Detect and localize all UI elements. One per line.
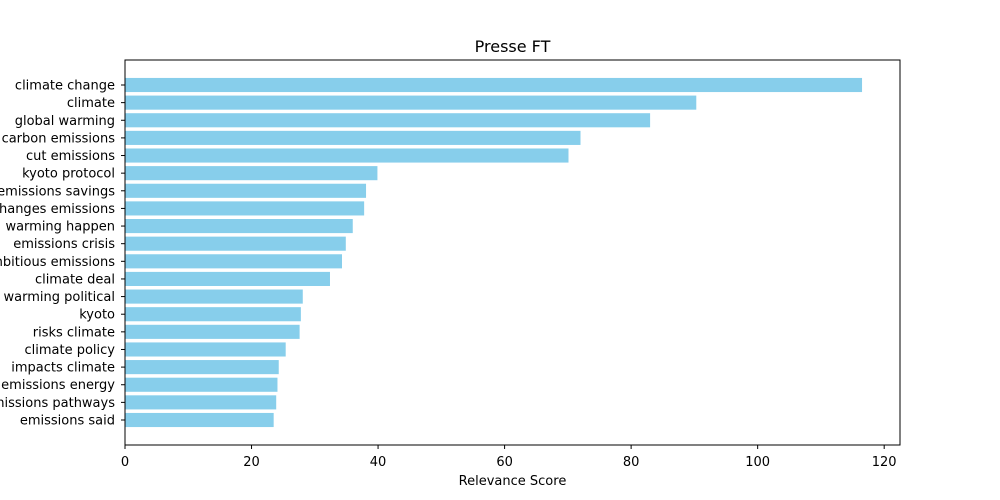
y-tick-label: ambitious emissions	[0, 255, 115, 270]
bar	[125, 289, 303, 304]
y-tick-label: changes emissions	[0, 202, 115, 217]
y-tick-label: climate change	[15, 79, 115, 94]
x-tick-label: 60	[496, 455, 513, 470]
x-axis-label: Relevance Score	[459, 474, 567, 489]
y-tick-label: emissions pathways	[0, 396, 115, 411]
y-tick-label: cut emissions	[26, 149, 115, 164]
y-tick-label: emissions said	[20, 414, 115, 429]
bar	[125, 77, 863, 93]
bar	[125, 360, 279, 375]
bar	[125, 113, 651, 128]
bar	[125, 219, 353, 234]
bar	[125, 254, 342, 269]
y-tick-label: climate	[67, 96, 115, 111]
bars-group	[125, 77, 863, 428]
y-tick-label: risks climate	[33, 325, 115, 340]
bar	[125, 95, 697, 110]
x-tick-label: 40	[370, 455, 387, 470]
bar	[125, 130, 581, 145]
y-tick-label: climate policy	[25, 343, 116, 358]
bar	[125, 412, 274, 428]
y-tick-label: carbon emissions	[2, 131, 116, 146]
bar	[125, 307, 301, 322]
y-tick-label: warming happen	[5, 220, 115, 235]
x-tick-label: 80	[623, 455, 640, 470]
x-tick-label: 20	[243, 455, 260, 470]
bar	[125, 148, 569, 163]
x-tick-label: 0	[121, 455, 129, 470]
y-tick-label: global warming	[15, 114, 115, 129]
bar	[125, 166, 378, 181]
bar	[125, 377, 278, 392]
plot-frame	[124, 59, 901, 446]
y-tick-label: impacts climate	[11, 361, 115, 376]
x-axis: 0 20 40 60 80 100 120	[121, 445, 897, 470]
bar	[125, 201, 365, 216]
y-tick-label: kyoto	[79, 308, 115, 323]
bar	[125, 236, 346, 251]
x-tick-label: 100	[745, 455, 770, 470]
bar	[125, 324, 300, 339]
bar	[125, 271, 330, 286]
bar	[125, 183, 367, 198]
y-axis: climate change climate global warming carbo…	[0, 79, 125, 429]
y-tick-label: warming political	[4, 290, 115, 305]
bar	[125, 342, 286, 357]
x-tick-label: 120	[872, 455, 897, 470]
y-tick-label: emissions energy	[1, 378, 115, 393]
y-tick-label: emissions crisis	[13, 237, 115, 252]
bar	[125, 395, 277, 410]
y-tick-label: climate deal	[35, 272, 115, 287]
chart-title: Presse FT	[475, 37, 551, 56]
y-tick-label: kyoto protocol	[22, 167, 115, 182]
y-tick-label: emissions savings	[0, 184, 115, 199]
